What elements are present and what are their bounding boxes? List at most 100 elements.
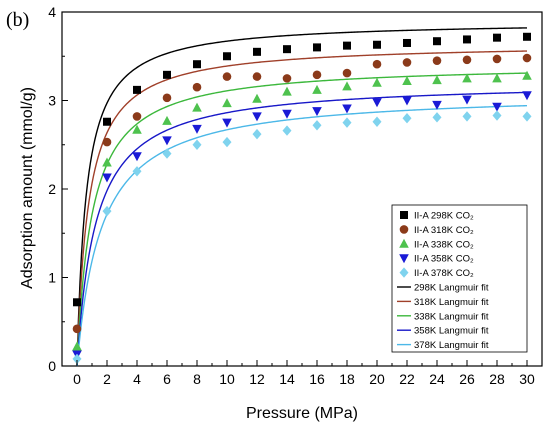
x-tick-label: 0	[73, 371, 81, 387]
x-tick-label: 6	[163, 371, 171, 387]
legend-label: II-A 358K CO₂	[414, 254, 474, 265]
data-point-s0-11	[403, 38, 411, 47]
data-point-s0-3	[163, 70, 171, 79]
data-point-s3-11	[402, 96, 412, 106]
data-point-s1-8	[312, 70, 322, 80]
data-point-s4-4	[192, 139, 202, 150]
data-point-s4-7	[282, 125, 292, 136]
data-point-s2-5	[222, 98, 232, 108]
data-point-s1-12	[432, 56, 442, 65]
data-point-s2-10	[372, 77, 382, 87]
x-tick-label: 14	[279, 371, 295, 387]
legend-label: II-A 318K CO₂	[414, 225, 474, 236]
data-point-s2-2	[132, 124, 142, 134]
data-point-s0-9	[343, 41, 351, 50]
data-point-s3-12	[432, 100, 442, 110]
y-tick-label: 3	[48, 93, 56, 109]
data-point-s0-4	[193, 60, 201, 69]
x-tick-label: 30	[519, 371, 535, 387]
x-axis-title: Pressure (MPa)	[246, 405, 358, 422]
data-point-s4-9	[342, 117, 352, 128]
data-point-s0-1	[103, 117, 111, 126]
fit-curve-4	[76, 104, 528, 367]
data-point-s2-6	[252, 93, 262, 103]
legend-label: II-A 298K CO₂	[414, 211, 474, 222]
data-point-s1-1	[102, 137, 112, 147]
x-tick-label: 12	[249, 371, 265, 387]
data-point-s4-0	[72, 353, 82, 365]
y-tick-label: 2	[48, 181, 56, 197]
legend-label: II-A 338K CO₂	[414, 239, 474, 250]
y-tick-label: 4	[48, 4, 56, 20]
data-point-s2-4	[192, 102, 202, 112]
data-point-s2-7	[282, 86, 292, 96]
data-point-s0-12	[433, 37, 441, 46]
data-point-s0-7	[283, 45, 291, 54]
data-point-s1-7	[282, 74, 292, 83]
data-point-s4-6	[252, 128, 262, 140]
x-axis: 0 2 4 6 8 10 12 14 16 18 20 22 24 26 28 30	[73, 360, 535, 387]
data-point-s2-0	[72, 341, 82, 351]
legend-label: 378K Langmuir fit	[414, 340, 489, 351]
x-tick-label: 2	[103, 371, 111, 387]
data-point-s0-10	[373, 40, 381, 49]
data-point-s4-12	[432, 112, 442, 123]
fit-curve-1	[76, 50, 528, 367]
legend: II-A 298K CO₂ II-A 318K CO₂ II-A 338K CO₂ I…	[391, 204, 528, 353]
x-tick-label: 18	[339, 371, 355, 387]
fit-curve-3	[76, 91, 528, 367]
data-point-s2-9	[342, 81, 352, 91]
data-point-s1-13	[462, 55, 472, 65]
data-point-s1-14	[492, 54, 502, 64]
x-tick-label: 4	[133, 371, 141, 387]
plot-area	[61, 11, 543, 367]
legend-label: 318K Langmuir fit	[414, 297, 489, 308]
data-point-s2-15	[522, 70, 532, 80]
legend-label: II-A 378K CO₂	[414, 268, 474, 279]
data-point-s4-10	[372, 116, 382, 127]
legend-marker-2	[399, 238, 409, 248]
y-axis-title: Adsorption amount (mmol/g)	[19, 87, 36, 289]
data-point-s2-12	[432, 75, 442, 85]
data-point-s0-15	[523, 32, 531, 41]
data-point-s1-9	[342, 68, 352, 78]
legend-label: 358K Langmuir fit	[414, 326, 489, 337]
x-tick-label: 26	[459, 371, 475, 387]
data-point-s3-14	[492, 102, 502, 112]
legend-label: 298K Langmuir fit	[414, 283, 489, 294]
data-point-s1-6	[252, 72, 262, 81]
data-point-s1-15	[522, 53, 532, 63]
data-point-s4-13	[462, 111, 472, 122]
data-point-s2-14	[492, 73, 502, 83]
x-tick-label: 16	[309, 371, 325, 387]
data-point-s4-5	[222, 136, 232, 148]
legend-label: 338K Langmuir fit	[414, 311, 489, 322]
data-point-s1-4	[192, 82, 202, 92]
data-point-s3-9	[342, 104, 352, 114]
data-point-s3-6	[252, 112, 262, 122]
data-point-s0-6	[253, 47, 261, 56]
data-point-s1-5	[222, 72, 232, 81]
data-point-s1-3	[162, 93, 172, 103]
data-point-s2-3	[162, 115, 172, 125]
data-point-s3-10	[372, 98, 382, 108]
data-point-s2-1	[102, 157, 112, 167]
data-point-s2-13	[462, 73, 472, 83]
x-tick-label: 10	[219, 371, 235, 387]
data-point-s4-8	[312, 120, 322, 131]
data-point-s4-15	[522, 111, 532, 122]
y-axis: 0 1 2 3 4	[48, 4, 68, 374]
data-point-s1-10	[372, 59, 382, 69]
data-point-s4-14	[492, 110, 502, 121]
x-tick-label: 28	[489, 371, 505, 387]
y-tick-label: 0	[48, 358, 56, 374]
data-point-s3-13	[462, 95, 472, 105]
data-point-s1-11	[402, 58, 412, 67]
y-tick-label: 1	[48, 270, 56, 286]
x-tick-label: 8	[193, 371, 201, 387]
data-point-s0-2	[133, 85, 141, 94]
data-point-s3-5	[222, 118, 232, 128]
data-point-s0-8	[313, 43, 321, 52]
legend-marker-3	[399, 254, 409, 264]
